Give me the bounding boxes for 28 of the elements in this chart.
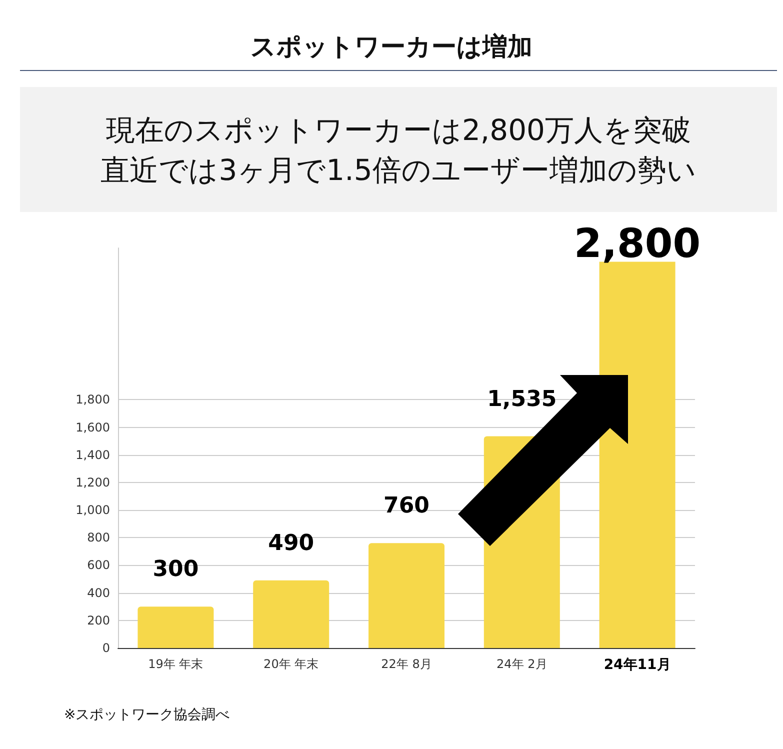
text: 直近では3ヶ月で1.5倍のユーザー増加の勢い	[100, 152, 696, 188]
bar	[253, 580, 330, 648]
chart-title: スポットワーカーは増加	[250, 31, 534, 63]
x-tick-label: 20年 年末	[264, 657, 319, 671]
data-label: 490	[268, 530, 314, 556]
bar	[599, 262, 676, 648]
data-label: 1,535	[487, 386, 557, 412]
data-label: 300	[152, 557, 199, 582]
data-label: 2,800	[574, 220, 701, 267]
y-tick-label: 1,800	[76, 392, 110, 407]
bar	[368, 543, 444, 648]
y-tick-label: 0	[102, 641, 110, 655]
chart-subtitle: 現在のスポットワーカーは2,800万人を突破	[106, 112, 692, 148]
y-tick-label: 400	[87, 586, 110, 600]
y-tick-label: 800	[87, 530, 110, 545]
y-tick-label: 200	[87, 613, 110, 628]
x-tick-label: 24年11月	[604, 657, 671, 673]
y-tick-label: 1,600	[76, 420, 110, 434]
text: ※スポットワーク協会調べ	[64, 706, 230, 724]
x-tick-label: 19年 年末	[148, 657, 204, 671]
y-tick-label: 1,400	[76, 448, 110, 462]
y-tick-label: 1,200	[76, 475, 110, 490]
data-label: 760	[384, 494, 430, 519]
y-tick-label: 600	[87, 558, 110, 572]
x-tick-label: 22年 8月	[381, 657, 432, 671]
x-tick-label: 24年 2月	[496, 657, 548, 671]
y-tick-label: 1,000	[76, 503, 110, 518]
bar	[138, 606, 214, 648]
